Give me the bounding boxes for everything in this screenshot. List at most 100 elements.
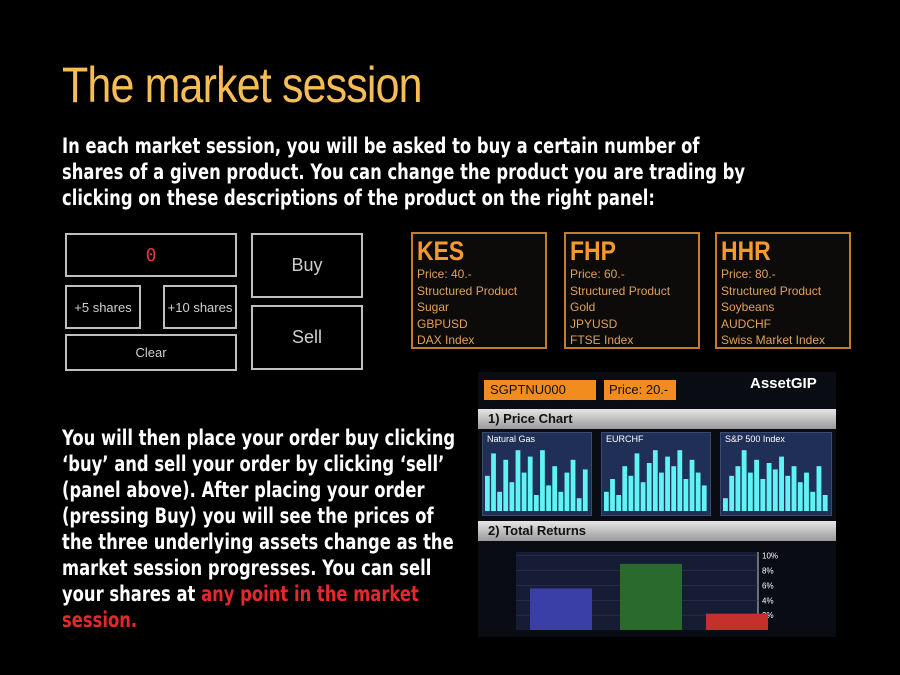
slide-title: The market session — [62, 57, 423, 113]
mini-chart-bar — [576, 498, 582, 511]
mini-chart-bar — [552, 466, 558, 511]
mini-chart-bar — [766, 463, 772, 511]
returns-bar — [706, 613, 768, 630]
mini-chart-bar — [610, 479, 615, 511]
mini-chart-bar — [491, 453, 496, 511]
asset-panel: SGPTNU000 Price: 20.- AssetGIP 1) Price … — [478, 372, 836, 637]
mini-chart-bar — [741, 450, 747, 511]
mini-chart-bar — [616, 495, 622, 511]
total-returns-chart: 10%8%6%4%2% — [516, 552, 778, 630]
brand-logo: AssetGIP — [750, 375, 817, 392]
returns-tick-label: 10% — [762, 552, 778, 561]
mini-chart-bar — [497, 491, 503, 511]
asset-price: Price: 20.- — [604, 380, 676, 400]
product-price: Price: 40.- — [417, 267, 472, 281]
mini-chart-bar — [779, 456, 784, 511]
mini-chart-label: S&P 500 Index — [725, 434, 785, 444]
mini-chart-bar — [652, 450, 658, 511]
mini-chart-bar — [701, 485, 707, 511]
mini-chart-natural-gas: Natural Gas — [482, 432, 592, 516]
asset-code: SGPTNU000 — [484, 380, 596, 400]
mini-chart-bar — [735, 466, 741, 511]
mini-chart-bar — [546, 485, 551, 511]
product-asset: JPYUSD — [570, 316, 618, 331]
plus-5-label: +5 shares — [74, 299, 132, 315]
sell-label: Sell — [291, 327, 322, 347]
outro-paragraph: You will then place your order buy click… — [62, 425, 468, 633]
mini-chart-bar — [695, 472, 701, 511]
mini-chart-bar — [533, 495, 539, 511]
quantity-value: 0 — [145, 244, 157, 266]
mini-chart-bar — [791, 466, 797, 511]
mini-chart-bar — [622, 466, 628, 511]
mini-chart-svg — [723, 450, 828, 511]
mini-chart-bar — [810, 491, 816, 511]
plus-10-shares-button[interactable]: +10 shares — [163, 285, 237, 329]
outro-text: You will then place your order buy click… — [62, 426, 456, 606]
mini-chart-bar — [665, 456, 670, 511]
product-type: Structured Product — [721, 283, 822, 298]
mini-chart-bar — [816, 466, 822, 511]
mini-chart-label: Natural Gas — [487, 434, 536, 444]
product-asset: DAX Index — [417, 333, 475, 347]
quantity-display: 0 — [65, 233, 237, 277]
total-returns-header: 2) Total Returns — [478, 521, 836, 541]
plus-5-shares-button[interactable]: +5 shares — [65, 285, 141, 329]
mini-chart-eurchf: EURCHF — [601, 432, 711, 516]
product-price: Price: 80.- — [721, 267, 776, 281]
buy-label: Buy — [291, 255, 323, 275]
mini-chart-bar — [640, 482, 646, 511]
mini-chart-bar — [677, 450, 683, 511]
product-asset: AUDCHF — [721, 316, 771, 331]
mini-chart-bar — [527, 456, 533, 511]
product-card-kes[interactable]: KES Price: 40.- Structured Product Sugar… — [411, 232, 547, 349]
returns-tick-label: 4% — [762, 596, 774, 605]
mini-chart-bar — [754, 459, 760, 511]
product-code: KES — [417, 236, 465, 266]
mini-chart-bar — [521, 472, 527, 511]
returns-tick-label: 6% — [762, 581, 774, 590]
product-asset: GBPUSD — [417, 316, 468, 331]
mini-chart-bar — [785, 475, 791, 511]
product-code: FHP — [570, 236, 616, 266]
plus-10-label: +10 shares — [167, 299, 233, 315]
buy-button[interactable]: Buy — [251, 233, 363, 298]
product-card-fhp[interactable]: FHP Price: 60.- Structured Product Gold … — [564, 232, 700, 349]
mini-chart-bar — [683, 479, 689, 511]
returns-tick-label: 8% — [762, 567, 774, 576]
returns-bar — [620, 563, 682, 630]
mini-chart-bar — [509, 482, 515, 511]
mini-chart-svg — [604, 450, 707, 511]
mini-chart-bar — [570, 459, 576, 511]
mini-chart-bar — [604, 491, 609, 511]
mini-chart-bar — [628, 475, 634, 511]
price-chart-header: 1) Price Chart — [478, 409, 836, 429]
mini-chart-bar — [723, 498, 728, 511]
mini-chart-bar — [503, 459, 509, 511]
mini-chart-bar — [582, 469, 588, 511]
product-asset: FTSE Index — [570, 333, 634, 347]
product-code: HHR — [721, 236, 771, 266]
mini-chart-bar — [659, 472, 664, 511]
mini-chart-bar — [772, 469, 778, 511]
mini-chart-bar — [485, 475, 490, 511]
mini-chart-label: EURCHF — [606, 434, 644, 444]
product-asset: Gold — [570, 300, 596, 314]
mini-chart-bar — [804, 472, 809, 511]
mini-chart-bar — [515, 450, 521, 511]
product-card-hhr[interactable]: HHR Price: 80.- Structured Product Soybe… — [715, 232, 851, 349]
outro-highlight: any point in the market session. — [62, 582, 419, 632]
sell-button[interactable]: Sell — [251, 305, 363, 370]
mini-chart-bar — [747, 472, 753, 511]
mini-chart-bar — [540, 450, 545, 511]
intro-paragraph: In each market session, you will be aske… — [62, 134, 746, 210]
product-type: Structured Product — [570, 283, 671, 298]
mini-chart-svg — [485, 450, 588, 511]
mini-chart-sp500: S&P 500 Index — [720, 432, 832, 516]
mini-chart-bar — [822, 495, 828, 511]
returns-bar — [530, 588, 592, 630]
clear-button[interactable]: Clear — [65, 334, 237, 371]
mini-chart-bar — [564, 472, 570, 511]
product-asset: Swiss Market Index — [721, 333, 826, 347]
clear-label: Clear — [135, 345, 167, 360]
